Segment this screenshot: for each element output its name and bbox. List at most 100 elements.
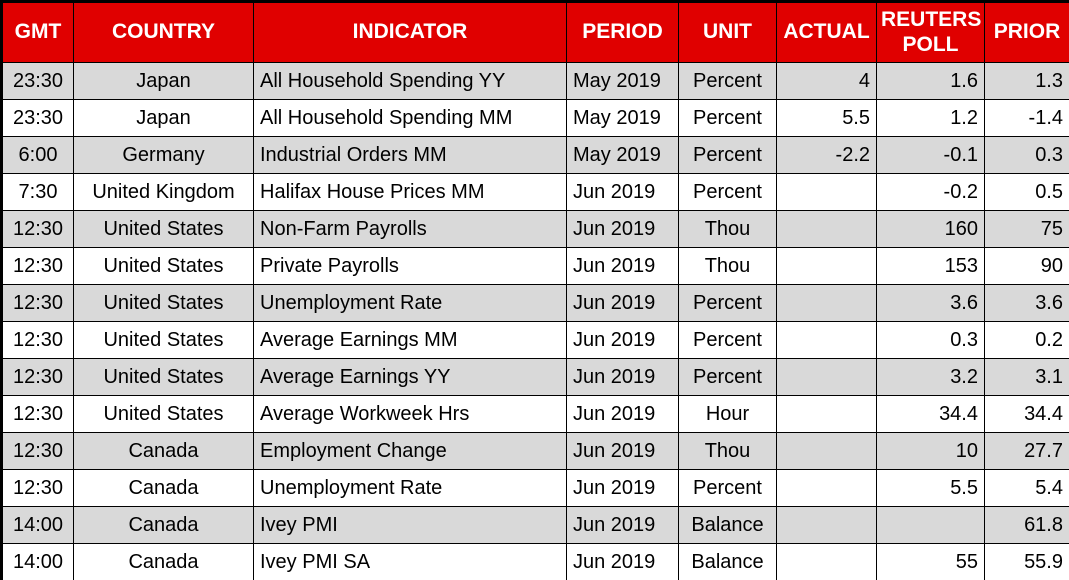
cell-indicator: All Household Spending YY [253,62,567,100]
column-header-actual: ACTUAL [776,1,877,63]
cell-prior: 75 [984,210,1069,248]
table-row: 14:00 Canada Ivey PMI Jun 2019 Balance 61.8 [1,506,1069,544]
cell-actual [776,543,877,580]
cell-country: United States [73,247,254,285]
cell-country: Germany [73,136,254,174]
cell-country: Canada [73,432,254,470]
cell-indicator: Private Payrolls [253,247,567,285]
cell-gmt: 12:30 [1,210,74,248]
cell-country: Canada [73,543,254,580]
cell-country: United Kingdom [73,173,254,211]
table-row: 12:30 United States Unemployment Rate Jun 2… [1,284,1069,322]
cell-indicator: Unemployment Rate [253,469,567,507]
cell-unit: Thou [678,432,777,470]
cell-prior: 27.7 [984,432,1069,470]
table-row: 14:00 Canada Ivey PMI SA Jun 2019 Balance 55 5… [1,543,1069,580]
cell-period: Jun 2019 [566,395,679,433]
cell-unit: Balance [678,543,777,580]
cell-prior: 3.6 [984,284,1069,322]
cell-reuters_poll: 34.4 [876,395,985,433]
column-header-prior: PRIOR [984,1,1069,63]
cell-country: Japan [73,62,254,100]
cell-period: Jun 2019 [566,173,679,211]
cell-prior: 0.5 [984,173,1069,211]
cell-unit: Percent [678,99,777,137]
cell-prior: 5.4 [984,469,1069,507]
table-row: 6:00 Germany Industrial Orders MM May 2019 P… [1,136,1069,174]
cell-reuters_poll: 5.5 [876,469,985,507]
cell-unit: Percent [678,358,777,396]
cell-actual [776,432,877,470]
cell-unit: Percent [678,321,777,359]
cell-prior: 34.4 [984,395,1069,433]
cell-unit: Thou [678,247,777,285]
cell-gmt: 12:30 [1,469,74,507]
cell-gmt: 12:30 [1,321,74,359]
cell-actual [776,469,877,507]
cell-indicator: Non-Farm Payrolls [253,210,567,248]
cell-gmt: 14:00 [1,543,74,580]
cell-reuters_poll [876,506,985,544]
cell-reuters_poll: 153 [876,247,985,285]
cell-reuters_poll: 55 [876,543,985,580]
cell-gmt: 12:30 [1,358,74,396]
cell-actual [776,506,877,544]
cell-unit: Balance [678,506,777,544]
cell-period: Jun 2019 [566,284,679,322]
cell-country: United States [73,210,254,248]
cell-period: Jun 2019 [566,469,679,507]
table-row: 12:30 United States Average Workweek Hrs Ju… [1,395,1069,433]
cell-prior: 0.2 [984,321,1069,359]
cell-country: United States [73,284,254,322]
cell-indicator: Ivey PMI [253,506,567,544]
cell-actual [776,321,877,359]
cell-unit: Percent [678,284,777,322]
cell-actual [776,173,877,211]
cell-indicator: Ivey PMI SA [253,543,567,580]
cell-indicator: Average Earnings YY [253,358,567,396]
cell-reuters_poll: 3.6 [876,284,985,322]
cell-country: United States [73,358,254,396]
cell-prior: 90 [984,247,1069,285]
column-header-country: COUNTRY [73,1,254,63]
cell-indicator: Average Workweek Hrs [253,395,567,433]
cell-reuters_poll: 160 [876,210,985,248]
cell-actual: 5.5 [776,99,877,137]
cell-reuters_poll: 3.2 [876,358,985,396]
column-header-period: PERIOD [566,1,679,63]
cell-period: Jun 2019 [566,247,679,285]
cell-indicator: All Household Spending MM [253,99,567,137]
cell-prior: 55.9 [984,543,1069,580]
cell-indicator: Industrial Orders MM [253,136,567,174]
cell-country: United States [73,395,254,433]
cell-actual: 4 [776,62,877,100]
cell-gmt: 14:00 [1,506,74,544]
cell-unit: Percent [678,469,777,507]
cell-period: Jun 2019 [566,543,679,580]
table-body: 23:30 Japan All Household Spending YY May 2… [1,62,1069,580]
cell-country: United States [73,321,254,359]
table-row: 12:30 United States Average Earnings MM Jun… [1,321,1069,359]
cell-unit: Percent [678,62,777,100]
column-header-reuters_poll: REUTERS POLL [876,1,985,63]
cell-actual [776,395,877,433]
cell-indicator: Employment Change [253,432,567,470]
cell-prior: -1.4 [984,99,1069,137]
column-header-indicator: INDICATOR [253,1,567,63]
cell-indicator: Unemployment Rate [253,284,567,322]
cell-actual [776,210,877,248]
cell-country: Canada [73,469,254,507]
cell-actual [776,284,877,322]
cell-country: Canada [73,506,254,544]
cell-actual [776,247,877,285]
column-header-gmt: GMT [1,1,74,63]
cell-gmt: 23:30 [1,62,74,100]
cell-prior: 61.8 [984,506,1069,544]
cell-period: May 2019 [566,99,679,137]
cell-gmt: 23:30 [1,99,74,137]
cell-actual [776,358,877,396]
cell-actual: -2.2 [776,136,877,174]
cell-period: Jun 2019 [566,432,679,470]
cell-period: May 2019 [566,136,679,174]
cell-period: Jun 2019 [566,210,679,248]
